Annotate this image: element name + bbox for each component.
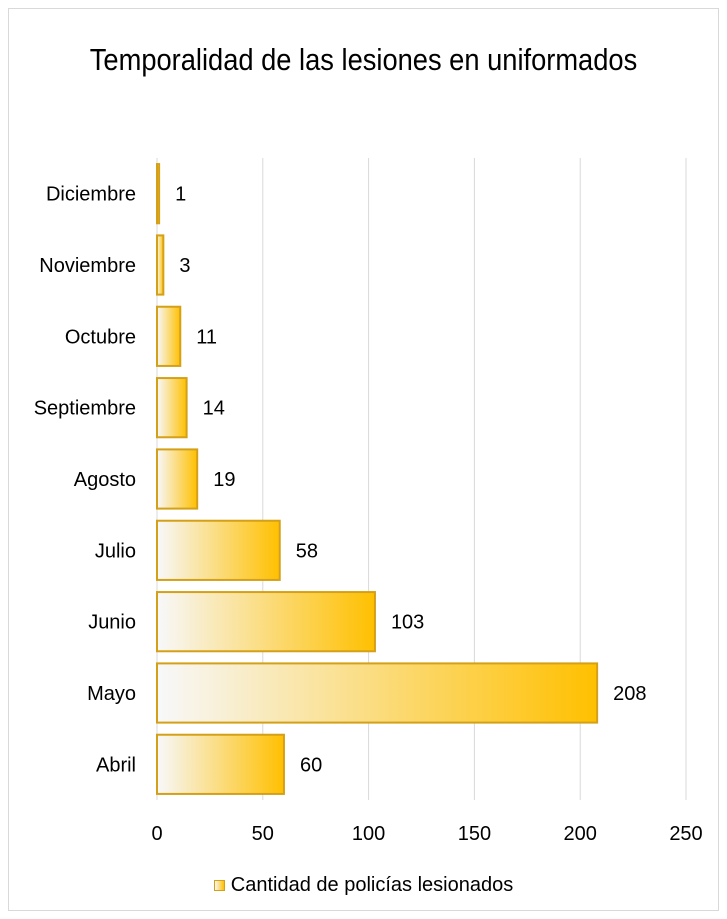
bar-agosto bbox=[156, 448, 199, 510]
data-label: 11 bbox=[196, 326, 217, 348]
bar-noviembre bbox=[156, 234, 165, 296]
x-tick-label: 250 bbox=[669, 823, 702, 845]
category-label: Octubre bbox=[65, 326, 136, 348]
chart-title: Temporalidad de las lesiones en uniforma… bbox=[89, 42, 638, 77]
data-label: 14 bbox=[203, 398, 225, 420]
bar-junio bbox=[156, 591, 376, 653]
x-tick-label: 0 bbox=[151, 823, 162, 845]
bar-diciembre bbox=[156, 163, 161, 225]
data-label: 1 bbox=[175, 184, 186, 206]
data-label: 208 bbox=[613, 683, 646, 705]
x-tick-label: 100 bbox=[352, 823, 385, 845]
category-label: Noviembre bbox=[39, 255, 136, 277]
category-label: Abril bbox=[96, 754, 136, 776]
category-label: Septiembre bbox=[34, 398, 136, 420]
x-tick-label: 200 bbox=[564, 823, 597, 845]
x-tick-label: 50 bbox=[252, 823, 274, 845]
legend: Cantidad de policías lesionados bbox=[0, 874, 727, 897]
category-label: Mayo bbox=[87, 683, 136, 705]
data-label: 103 bbox=[391, 612, 424, 634]
bar-septiembre bbox=[156, 377, 188, 439]
data-label: 19 bbox=[213, 469, 235, 491]
bar-octubre bbox=[156, 305, 182, 367]
bar-mayo bbox=[156, 662, 599, 724]
bar-abril bbox=[156, 733, 285, 795]
x-tick-label: 150 bbox=[458, 823, 491, 845]
legend-label: Cantidad de policías lesionados bbox=[230, 874, 514, 896]
data-label: 3 bbox=[179, 255, 190, 277]
data-label: 58 bbox=[296, 540, 318, 562]
bar-julio bbox=[156, 519, 281, 581]
legend-swatch bbox=[213, 880, 225, 892]
category-label: Diciembre bbox=[46, 184, 136, 206]
data-label: 60 bbox=[300, 754, 322, 776]
chart-frame bbox=[8, 8, 719, 911]
category-label: Agosto bbox=[74, 469, 136, 491]
category-label: Julio bbox=[95, 540, 136, 562]
category-label: Junio bbox=[88, 612, 136, 634]
